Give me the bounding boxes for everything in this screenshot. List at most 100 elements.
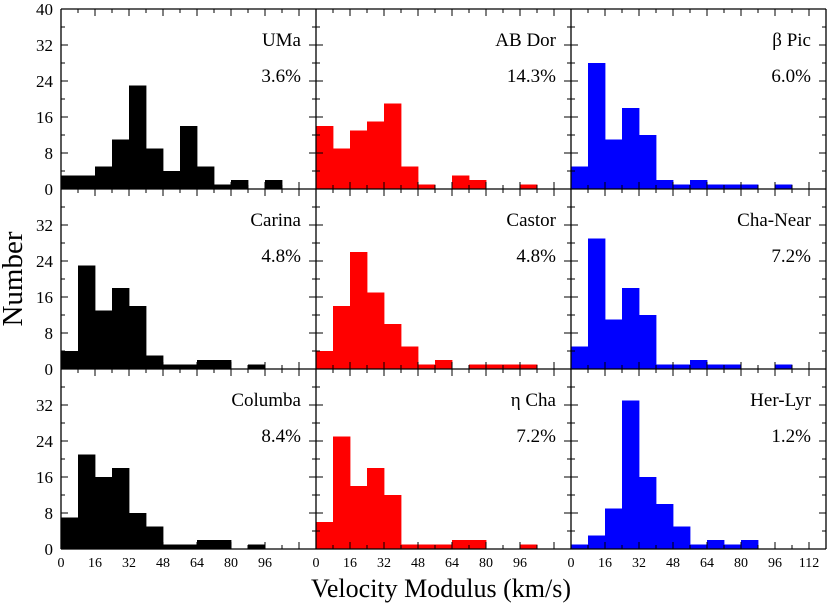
histogram-bar [656,364,674,369]
histogram-bar [418,544,436,549]
y-tick-label: 24 [36,252,54,271]
y-tick-label: 32 [36,36,53,55]
histogram-bar [435,544,453,549]
x-tick-label: 96 [513,556,527,571]
y-tick-label: 16 [36,108,53,127]
histogram-bar [214,540,232,549]
histogram-bar [95,477,113,549]
panel-4: Carina 4.8% [61,210,302,369]
histogram-bar [248,364,266,369]
panel-label: Carina [250,210,301,231]
histogram-bar [418,184,436,189]
panel-percent: 7.2% [771,246,811,267]
x-tick-label: 48 [156,556,170,571]
histogram-bar [61,517,79,549]
y-tick-label: 24 [36,72,54,91]
panel-1: UMa 3.6% [61,30,302,189]
panel-6: Cha-Near 7.2% [571,210,812,369]
histogram-bar [605,139,623,189]
panel-percent: 6.0% [771,66,811,87]
histogram-bar [129,306,147,369]
overlay-layer: 0 8 16 24 32 40 0 8 16 24 32 0 8 16 24 32 0 16 32 48 64 80 96 0… [36,0,827,571]
x-tick-label: 32 [377,556,391,571]
histogram-bar [129,513,147,549]
histogram-bar [265,180,283,189]
histogram-bar [367,292,385,369]
panel-label: Castor [506,210,556,231]
histogram-bar [197,360,215,369]
histogram-bar [690,360,708,369]
x-tick-label: 16 [598,556,612,571]
histogram-bar [605,319,623,369]
panel-label: β Pic [772,30,811,51]
histogram-bar [588,238,606,369]
histogram-bar [469,364,487,369]
panel-percent: 8.4% [261,426,301,447]
histogram-bar [639,477,657,549]
y-tick-label: 16 [36,468,53,487]
histogram-bar [78,265,96,369]
histogram-bar [384,324,402,369]
histogram-bar [231,180,249,189]
histogram-bar [690,544,708,549]
histogram-bar [571,544,589,549]
x-tick-label: 80 [224,556,238,571]
histogram-bar [248,544,266,549]
histogram-bar [316,522,334,549]
x-tick-label: 48 [666,556,680,571]
histogram-bar [61,175,79,189]
histogram-bar [622,288,640,369]
histogram-bar [724,544,742,549]
x-tick-label: 16 [343,556,357,571]
histogram-bar [656,504,674,549]
x-tick-label: 16 [88,556,102,571]
histogram-bar [605,508,623,549]
histogram-bar [724,364,742,369]
histogram-bar [741,540,759,549]
histogram-bar [707,540,725,549]
histogram-bar [486,364,504,369]
histogram-bar [146,355,164,369]
histogram-bar [129,85,147,189]
histogram-bar [639,135,657,189]
histogram-bar [316,126,334,189]
histogram-bar [316,351,334,369]
panel-percent: 14.3% [507,66,556,87]
histogram-bar [78,454,96,549]
panel-label: UMa [262,30,302,51]
x-tick-label: 0 [58,556,65,571]
histogram-bar [197,540,215,549]
histogram-bar [367,121,385,189]
y-tick-label: 16 [36,288,53,307]
panel-5: Castor 4.8% [316,210,557,369]
panel-percent: 4.8% [516,246,556,267]
y-tick-label: 32 [36,396,53,415]
panel-9: Her-Lyr 1.2% [571,390,812,549]
histogram-bar [384,495,402,549]
histogram-bar [78,175,96,189]
y-tick-label: 8 [45,504,54,523]
histogram-bar [350,130,368,189]
panel-3: β Pic 6.0% [571,30,811,189]
histogram-bar [571,166,589,189]
panel-percent: 1.2% [771,426,811,447]
histogram-bar [520,364,538,369]
histogram-bar [350,252,368,369]
panel-percent: 4.8% [261,246,301,267]
x-tick-label: 64 [445,556,459,571]
y-tick-label: 0 [45,540,54,559]
panel-label: Columba [231,390,301,411]
panel-8: η Cha 7.2% [316,390,557,549]
histogram-bar [452,175,470,189]
y-tick-label: 0 [45,180,54,199]
histogram-bar [622,400,640,549]
panel-2: AB Dor 14.3% [316,30,557,189]
panel-label: η Cha [511,390,557,411]
histogram-bar [112,139,130,189]
histogram-bar [401,346,419,369]
histogram-bar [350,486,368,549]
histogram-bar [401,544,419,549]
x-tick-label: 32 [122,556,136,571]
